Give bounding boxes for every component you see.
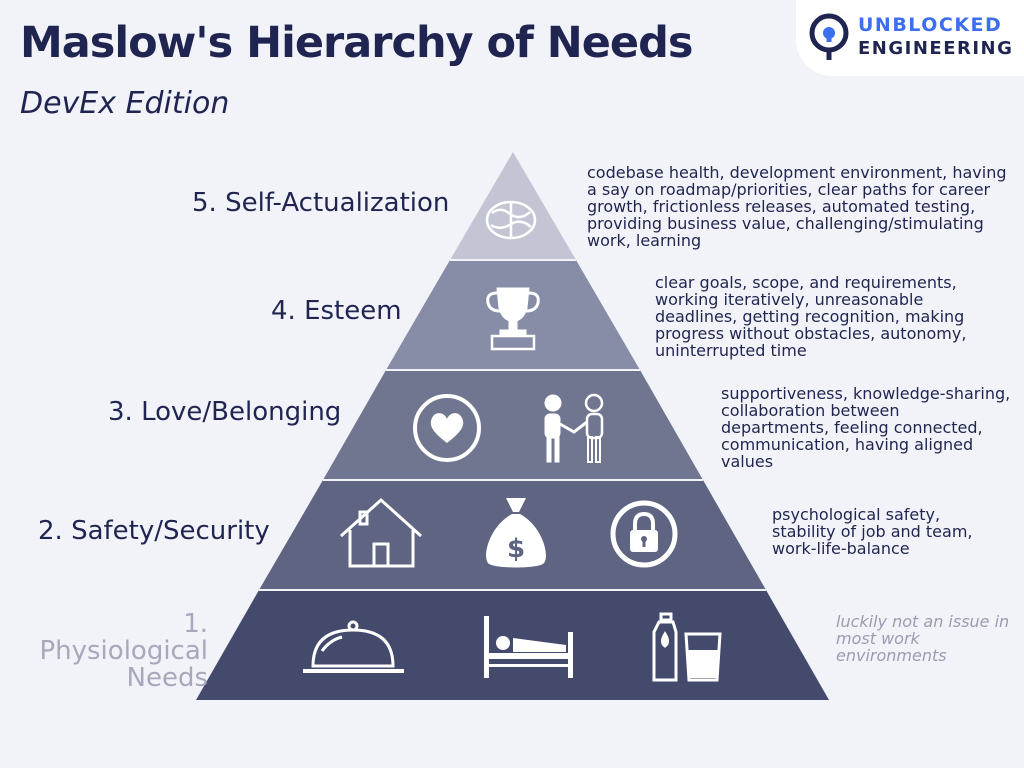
logo-text-engineering: ENGINEERING — [858, 38, 1014, 59]
brain-icon — [485, 200, 537, 240]
level-description-self-actualization: codebase health, development environment… — [587, 163, 1007, 250]
tier-separators — [259, 259, 766, 591]
level-label-self-actualization: 5. Self-Actualization — [192, 188, 450, 218]
trophy-icon — [486, 287, 540, 351]
lock-icon — [809, 13, 849, 60]
bed-icon — [484, 616, 573, 678]
handshake-icon — [544, 393, 604, 463]
food-cloche-icon — [303, 620, 404, 673]
house-icon — [339, 497, 423, 568]
logo-text-unblocked: UNBLOCKED — [858, 14, 1003, 36]
tier-3-love-belonging — [323, 370, 703, 480]
level-label-esteem: 4. Esteem — [271, 296, 402, 326]
logo: UNBLOCKED ENGINEERING — [796, 0, 1024, 76]
level-description-physiological: luckily not an issue in most work enviro… — [836, 612, 1010, 665]
water-bottle-icon — [652, 612, 722, 682]
money-bag-icon: $ — [486, 498, 546, 568]
padlock-icon — [610, 500, 678, 568]
tier-1-physiological — [196, 590, 829, 700]
svg-text:$: $ — [507, 534, 525, 564]
level-description-esteem: clear goals, scope, and requirements, wo… — [655, 273, 967, 360]
tier-5-self-actualization — [450, 152, 576, 260]
level-label-physiological: 1. Physiological Needs — [39, 609, 208, 693]
page-subtitle: DevEx Edition — [20, 86, 230, 121]
page-title: Maslow's Hierarchy of Needs — [20, 18, 693, 68]
level-description-safety-security: psychological safety, stability of job a… — [772, 505, 973, 558]
level-label-safety-security: 2. Safety/Security — [38, 516, 270, 546]
level-description-love-belonging: supportiveness, knowledge-sharing, colla… — [721, 384, 1011, 471]
level-label-love-belonging: 3. Love/Belonging — [108, 397, 342, 427]
heart-icon — [413, 394, 481, 462]
